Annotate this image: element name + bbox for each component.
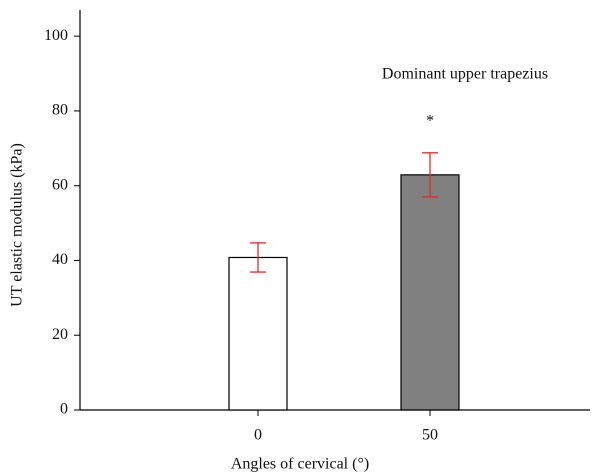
- y-tick-label: 40: [52, 251, 68, 268]
- bar: [228, 256, 288, 411]
- x-tick-label: 50: [422, 427, 438, 444]
- error-bar: [250, 242, 266, 273]
- significance-mark: *: [426, 113, 434, 130]
- annotation: Dominant upper trapezius: [382, 66, 548, 83]
- y-tick-label: 20: [52, 326, 68, 343]
- error-bar: [422, 152, 438, 198]
- x-axis-label: Angles of cervical (°): [231, 456, 369, 473]
- x-tick-label: 0: [254, 427, 262, 444]
- y-tick-label: 100: [44, 27, 68, 44]
- bar: [400, 174, 460, 411]
- y-tick-label: 60: [52, 176, 68, 193]
- y-tick-label: 0: [60, 401, 68, 418]
- y-tick-label: 80: [52, 102, 68, 119]
- y-axis-label: UT elastic modulus (kPa): [9, 143, 26, 307]
